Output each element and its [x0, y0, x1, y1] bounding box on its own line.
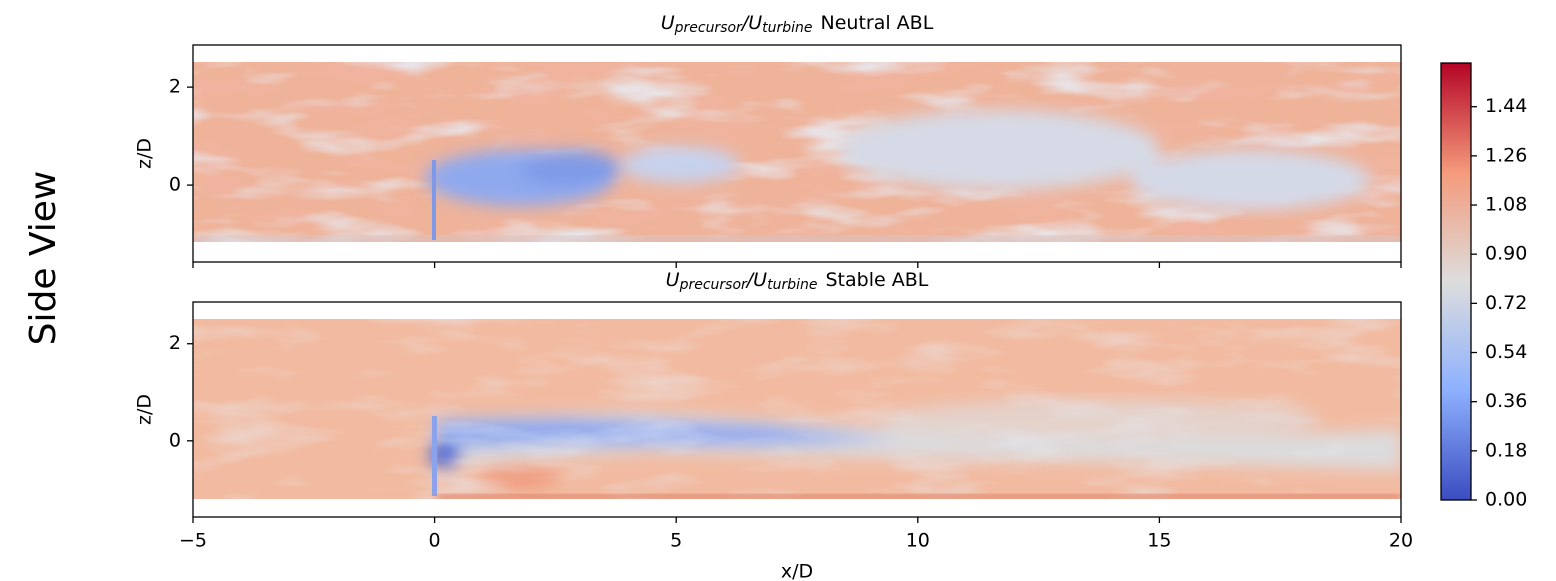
field-stable: [193, 319, 1401, 499]
title-part: /U: [745, 269, 767, 291]
x-tick-label: 10: [906, 530, 930, 552]
title-part: U: [666, 269, 680, 291]
colorbar-tick-label: 0.72: [1485, 292, 1527, 314]
y-tick-label: 0: [169, 174, 181, 196]
colorbar-tick-label: 0.54: [1485, 341, 1527, 363]
axes-frame: [192, 301, 1402, 518]
title-part: /U: [740, 12, 762, 34]
title-part: Stable ABL: [825, 269, 928, 291]
colorbar-tick-label: 0.90: [1485, 243, 1527, 265]
x-tick-label: 20: [1389, 530, 1413, 552]
x-tick-label: −5: [179, 530, 207, 552]
title-part: turbine: [767, 277, 817, 293]
colorbar-tick-label: 1.08: [1485, 194, 1527, 216]
panel-title: Uprecursor/Uturbine Neutral ABL: [661, 12, 934, 37]
colorbar-tick-label: 0.00: [1485, 489, 1527, 511]
field-neutral: [193, 62, 1401, 242]
x-tick-label: 0: [429, 530, 441, 552]
title-part: precursor: [679, 277, 748, 293]
y-tick-label: 2: [169, 76, 181, 98]
title-part: precursor: [674, 20, 743, 36]
title-part: Neutral ABL: [821, 12, 934, 34]
colorbar-tick-label: 0.36: [1485, 390, 1527, 412]
colorbar-frame: [1440, 62, 1472, 501]
axes-frame: [192, 44, 1402, 263]
colorbar-tick-label: 1.26: [1485, 144, 1527, 166]
colorbar-tick-label: 1.44: [1485, 95, 1527, 117]
y-axis-label: z/D: [134, 394, 156, 425]
y-tick-label: 2: [169, 332, 181, 354]
x-tick-label: 15: [1147, 530, 1171, 552]
x-tick-label: 5: [670, 530, 682, 552]
y-axis-label: z/D: [134, 138, 156, 169]
title-part: U: [661, 12, 675, 34]
y-tick-label: 0: [169, 429, 181, 451]
title-part: turbine: [762, 20, 812, 36]
colorbar: [1441, 63, 1471, 500]
x-axis-label: x/D: [781, 561, 813, 581]
panel-title: Uprecursor/Uturbine Stable ABL: [666, 269, 929, 294]
colorbar-tick-label: 0.18: [1485, 439, 1527, 461]
side-label: Side View: [23, 171, 64, 346]
